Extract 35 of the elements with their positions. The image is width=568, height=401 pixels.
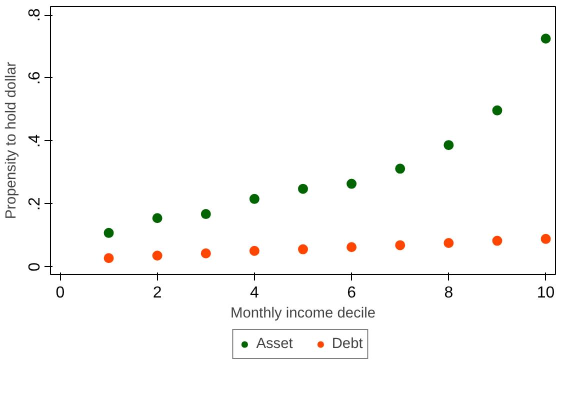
legend-label: Asset — [256, 336, 293, 352]
x-tick-label: 10 — [536, 284, 555, 302]
x-tick-label: 8 — [444, 284, 454, 302]
point — [540, 34, 551, 44]
x-axis-title: Monthly income decile — [230, 306, 376, 322]
point — [104, 228, 114, 238]
point — [395, 240, 406, 250]
y-tick-label: .8 — [26, 8, 44, 22]
point — [249, 194, 260, 204]
point — [298, 184, 308, 194]
legend-label: Debt — [332, 336, 363, 352]
point — [152, 250, 162, 261]
point — [492, 105, 502, 116]
point — [200, 248, 211, 258]
point — [298, 244, 308, 254]
y-tick-label: .2 — [26, 197, 44, 211]
point — [444, 238, 454, 248]
point — [346, 178, 357, 189]
point — [249, 246, 260, 256]
y-axis-title: Propensity to hold dollar — [4, 62, 20, 220]
point — [104, 253, 114, 264]
point — [492, 236, 502, 246]
point — [200, 209, 211, 220]
x-tick-label: 4 — [250, 284, 259, 302]
point — [395, 164, 406, 174]
point — [444, 140, 454, 150]
y-tick-label: 0 — [26, 262, 44, 272]
x-tick-label: 0 — [56, 284, 65, 302]
x-tick-label: 6 — [347, 284, 356, 302]
point — [540, 234, 551, 244]
y-tick-label: .6 — [26, 71, 44, 85]
point — [152, 213, 162, 224]
y-tick-label: .4 — [26, 134, 44, 148]
point — [346, 242, 357, 252]
x-tick-label: 2 — [152, 284, 162, 302]
